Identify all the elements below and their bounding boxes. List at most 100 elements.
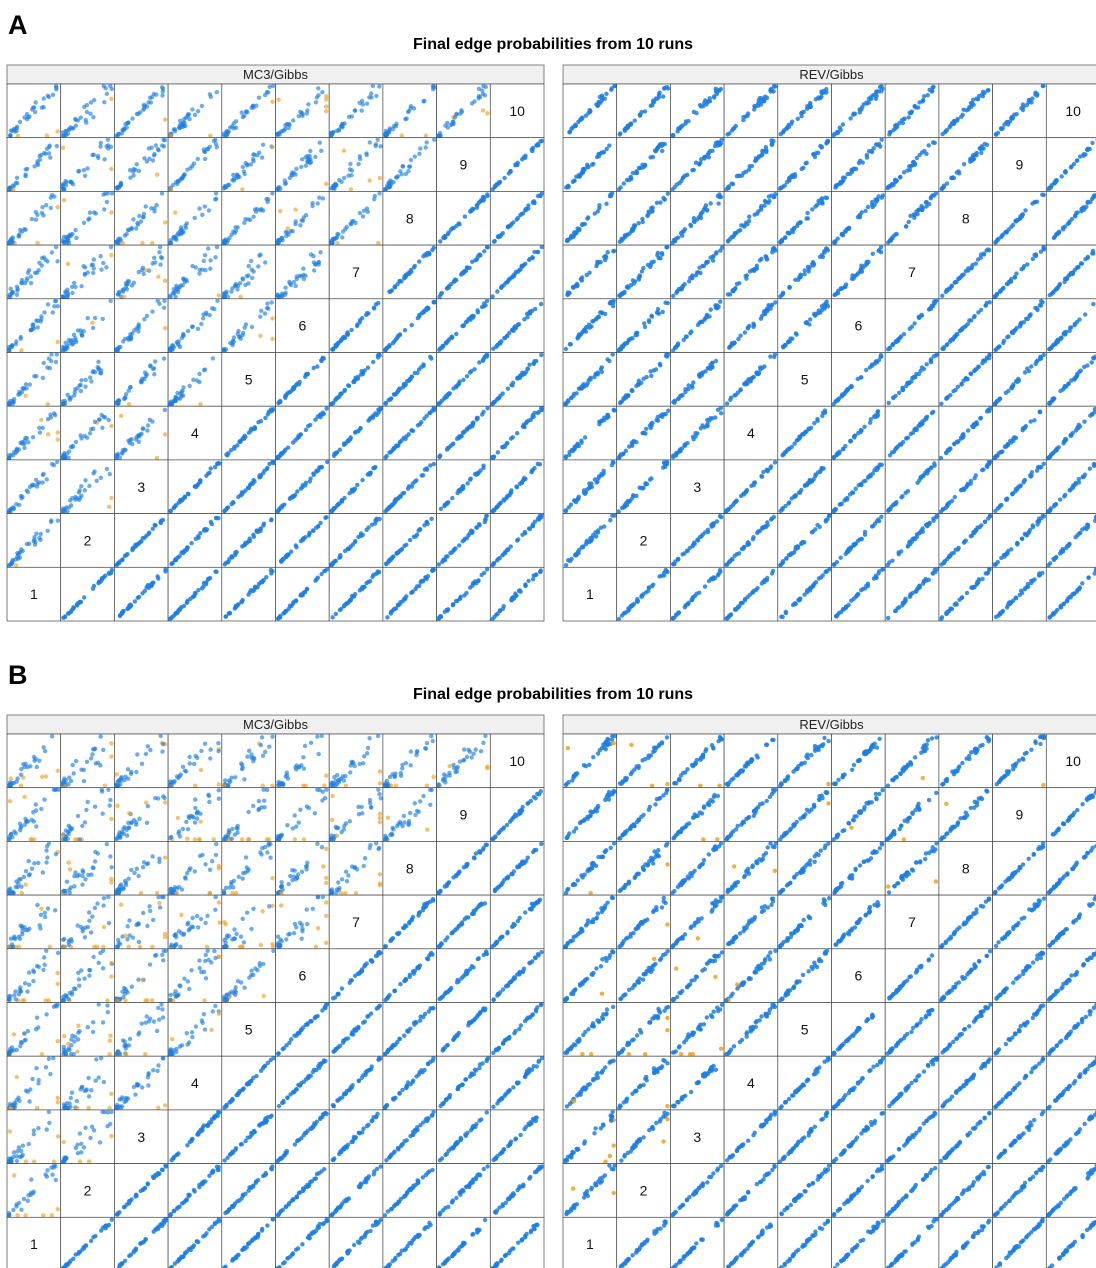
point: [342, 387, 348, 393]
point: [966, 268, 971, 273]
point: [817, 200, 822, 206]
point: [1079, 261, 1085, 266]
point: [248, 482, 253, 488]
point: [372, 306, 377, 311]
point: [102, 100, 107, 105]
point: [108, 244, 114, 250]
point: [234, 172, 240, 177]
point: [201, 368, 207, 373]
point: [239, 600, 244, 605]
point: [198, 402, 203, 407]
point: [741, 117, 746, 123]
point: [467, 265, 472, 271]
point: [24, 112, 30, 117]
point: [40, 425, 45, 431]
point: [339, 391, 344, 396]
point: [569, 126, 574, 131]
point: [732, 125, 737, 131]
point: [142, 103, 148, 108]
point: [276, 185, 281, 191]
point: [661, 94, 666, 99]
point: [1004, 120, 1009, 125]
point: [324, 406, 329, 411]
point: [848, 116, 853, 121]
point: [401, 490, 407, 496]
point: [171, 234, 176, 240]
point: [308, 148, 313, 154]
point: [655, 250, 661, 256]
point: [105, 137, 111, 142]
point: [607, 301, 613, 306]
point: [471, 313, 476, 319]
point: [520, 372, 525, 378]
point: [275, 509, 280, 514]
point: [122, 553, 128, 558]
point: [211, 138, 217, 144]
point: [263, 92, 268, 98]
point: [712, 95, 717, 100]
point: [636, 165, 642, 171]
point: [806, 266, 811, 272]
point: [460, 539, 465, 544]
point: [279, 291, 285, 296]
point: [778, 132, 783, 137]
point: [367, 95, 372, 100]
point: [405, 378, 410, 384]
point: [283, 394, 288, 399]
point: [114, 348, 119, 353]
point: [711, 254, 716, 259]
point: [208, 258, 213, 263]
point: [485, 192, 490, 197]
point: [811, 311, 817, 317]
point: [44, 146, 50, 151]
point: [1083, 152, 1088, 157]
point: [945, 342, 950, 347]
point: [901, 170, 907, 175]
point: [621, 344, 626, 349]
point: [690, 168, 695, 173]
point: [641, 265, 646, 271]
point: [624, 285, 630, 290]
point: [55, 339, 60, 345]
point: [179, 122, 184, 127]
point: [409, 374, 415, 380]
point: [356, 428, 361, 434]
point: [442, 395, 447, 400]
point: [665, 354, 670, 359]
point: [316, 86, 321, 91]
point: [1047, 293, 1053, 298]
point: [409, 428, 414, 433]
point: [771, 89, 776, 94]
point: [33, 477, 39, 483]
point: [55, 518, 60, 523]
point: [154, 172, 160, 177]
point: [495, 396, 501, 401]
point: [243, 217, 248, 222]
point: [83, 265, 88, 270]
point: [1033, 252, 1039, 257]
point: [1019, 106, 1024, 111]
point: [421, 99, 426, 104]
point: [60, 145, 66, 150]
point: [197, 267, 202, 272]
point: [506, 224, 512, 229]
point: [89, 262, 94, 268]
point: [209, 521, 214, 527]
point: [129, 225, 134, 231]
point: [752, 212, 757, 217]
point: [46, 94, 52, 100]
point: [761, 99, 766, 104]
point: [392, 445, 397, 451]
point: [1001, 285, 1006, 291]
point: [324, 97, 329, 102]
point: [408, 104, 414, 109]
point: [318, 465, 324, 470]
point: [89, 379, 94, 384]
point: [805, 216, 811, 221]
point: [169, 347, 174, 352]
point: [246, 430, 252, 435]
point: [222, 184, 227, 189]
point: [24, 386, 29, 391]
point: [29, 328, 34, 333]
point: [30, 435, 36, 440]
